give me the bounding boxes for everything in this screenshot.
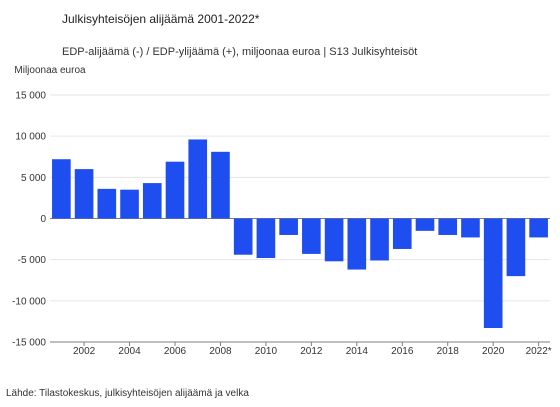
bar-2017 [415, 218, 435, 231]
y-tick-label: 15 000 [15, 91, 46, 102]
bar-2002 [74, 169, 94, 219]
bar-2006 [165, 161, 185, 219]
bar-2022* [529, 218, 548, 238]
bar-2008 [211, 151, 230, 219]
bar-2009 [233, 218, 253, 255]
bar-2018 [438, 218, 458, 235]
chart-subtitle: EDP-alijäämä (-) / EDP-ylijäämä (+), mil… [62, 46, 418, 58]
x-tick-label: 2022* [526, 346, 552, 357]
x-tick-label: 2018 [437, 346, 460, 357]
bar-2020 [483, 218, 503, 329]
x-tick-label: 2016 [391, 346, 414, 357]
bar-2014 [347, 218, 367, 270]
y-tick-label: -5 000 [18, 255, 47, 266]
x-tick-label: 2020 [482, 346, 505, 357]
grid-lines [50, 94, 550, 343]
bar-2001 [52, 159, 71, 219]
x-tick-label: 2008 [209, 346, 232, 357]
chart-title: Julkisyhteisöjen alijäämä 2001-2022* [62, 12, 260, 26]
x-tick-labels: 2002 2004 2006 2008 2010 2012 2014 2016 2018 2020… [73, 342, 552, 357]
bar-2003 [97, 188, 117, 219]
y-axis-label: Miljoonaa euroa [14, 65, 86, 76]
bar-2015 [370, 218, 389, 261]
bar-2005 [142, 183, 162, 219]
bar-2019 [461, 218, 480, 238]
bar-2013 [324, 218, 344, 262]
bar-2016 [392, 218, 412, 249]
y-tick-label: -10 000 [12, 296, 46, 307]
y-tick-label: -15 000 [12, 338, 46, 349]
x-tick-label: 2002 [73, 346, 96, 357]
x-tick-label: 2010 [255, 346, 278, 357]
x-tick-label: 2014 [346, 346, 369, 357]
y-tick-label: 5 000 [21, 173, 46, 184]
y-tick-labels: 15 000 10 000 5 000 0 -5 000 -10 000 -15 000 [12, 91, 46, 349]
bar-2011 [279, 218, 298, 235]
x-tick-label: 2012 [300, 346, 323, 357]
x-tick-label: 2004 [118, 346, 141, 357]
bar-2004 [120, 189, 139, 219]
bars [52, 139, 548, 329]
x-tick-label: 2006 [164, 346, 187, 357]
bar-2007 [188, 139, 208, 219]
source-note: Lähde: Tilastokeskus, julkisyhteisöjen a… [6, 388, 249, 399]
bar-2012 [302, 218, 321, 254]
bar-2021 [506, 218, 526, 277]
y-tick-label: 10 000 [15, 132, 46, 143]
bar-2010 [256, 218, 276, 259]
y-tick-label: 0 [40, 214, 46, 225]
